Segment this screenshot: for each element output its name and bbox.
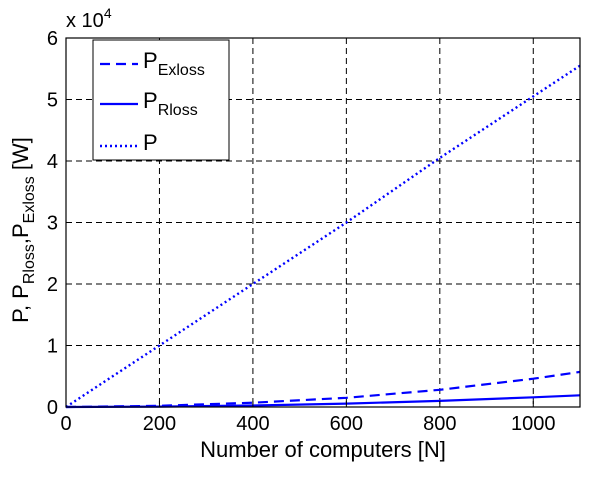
y-axis-label: P, PRloss,PExloss [W] (8, 137, 38, 323)
y-tick-label: 3 (47, 213, 58, 235)
y-label-sub-rloss: Rloss (21, 244, 38, 284)
y-label-unit: [W] (8, 137, 33, 176)
x-tick-label: 400 (236, 413, 269, 435)
legend-label: PRloss (143, 88, 198, 119)
legend-label-base: P (143, 130, 158, 155)
y-tick-label: 5 (47, 90, 58, 112)
y-multiplier: x 104 (66, 5, 112, 32)
series-line-solid (65, 394, 581, 409)
legend-label-base: P (143, 48, 158, 73)
y-tick-labels: 0 1 2 3 4 5 6 (47, 28, 72, 419)
x-axis-label: Number of computers [N] (200, 437, 446, 462)
series-line-dashed (65, 370, 581, 409)
series-line-dotted (65, 64, 581, 409)
legend-label: PExloss (143, 48, 205, 79)
y-tick-label: 1 (47, 336, 58, 358)
x-tick-label: 0 (60, 413, 71, 435)
y-tick-label: 2 (47, 274, 58, 296)
legend-label-sub: Rloss (158, 102, 198, 119)
legend-label: P (143, 130, 158, 155)
y-multiplier-base: x 10 (66, 10, 104, 32)
y-multiplier-exponent: 4 (104, 5, 112, 21)
y-tick-label: 6 (47, 28, 58, 50)
legend-box (92, 39, 230, 161)
x-tick-label: 1000 (511, 413, 556, 435)
y-label-mid: ,P (8, 223, 33, 244)
x-tick-labels: 0 200 400 600 800 1000 (60, 401, 556, 435)
y-label-sub-exloss: Exloss (21, 176, 38, 223)
y-tick-label: 4 (47, 151, 58, 173)
x-tick-label: 800 (423, 413, 456, 435)
legend-label-sub: Exloss (158, 62, 205, 79)
y-tick-label: 0 (47, 397, 58, 419)
legend-label-base: P (143, 88, 158, 113)
x-tick-label: 600 (330, 413, 363, 435)
x-tick-label: 200 (143, 413, 176, 435)
y-label-base: P, P (8, 284, 33, 323)
